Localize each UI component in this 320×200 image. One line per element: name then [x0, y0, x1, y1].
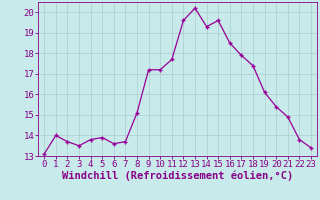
X-axis label: Windchill (Refroidissement éolien,°C): Windchill (Refroidissement éolien,°C)	[62, 171, 293, 181]
